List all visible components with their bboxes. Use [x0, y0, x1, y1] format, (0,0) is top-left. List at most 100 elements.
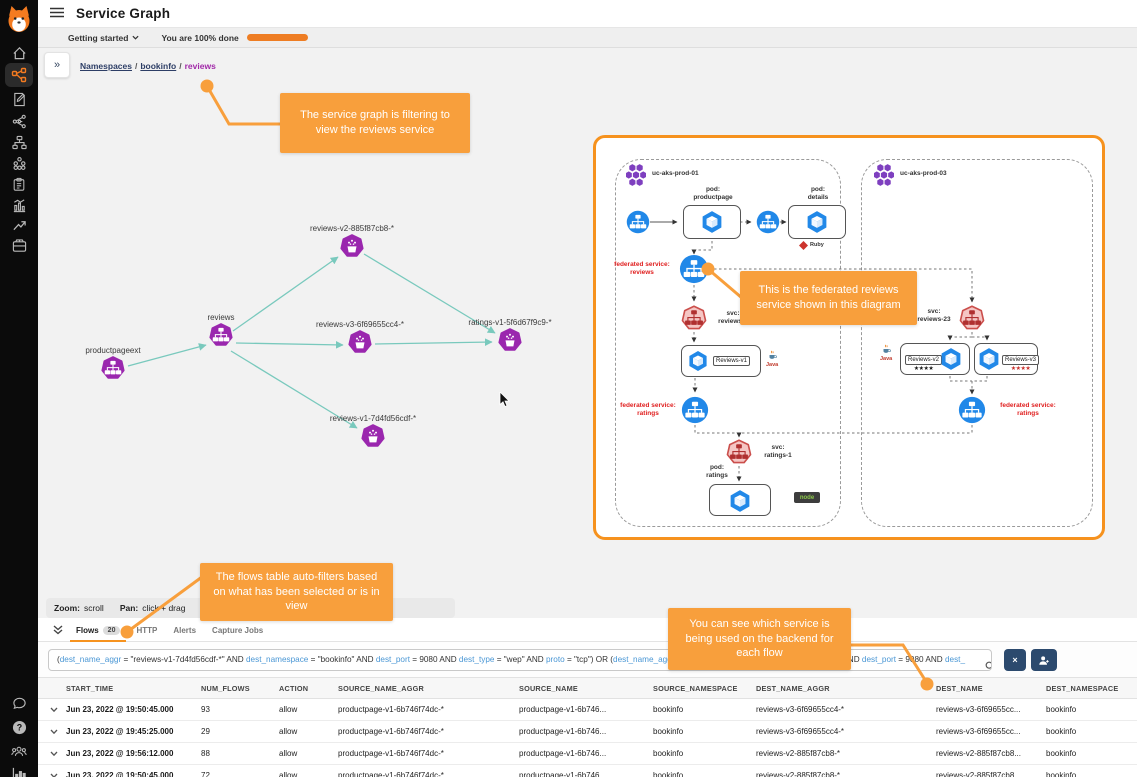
callout-federated-service: This is the federated reviews service sh… [740, 271, 917, 325]
cluster-box-prod-03 [861, 159, 1093, 527]
cell: productpage-v1-6b746... [519, 705, 607, 714]
column-header-source_namespace[interactable]: SOURCE_NAMESPACE [653, 683, 738, 693]
tab-flows[interactable]: Flows 20 [68, 618, 128, 642]
column-header-source_name_aggr[interactable]: SOURCE_NAME_AGGR [338, 683, 424, 693]
sidebar-item-home[interactable] [0, 42, 38, 64]
service-circle-icon [626, 210, 650, 234]
workload-heptagon-icon [361, 424, 385, 447]
cell: bookinfo [653, 771, 684, 777]
sidebar-item-trending[interactable] [0, 214, 38, 236]
usage-metrics-icon[interactable] [0, 763, 38, 777]
users-icon[interactable] [0, 740, 38, 762]
graph-node-reviews-v2[interactable]: reviews-v2-885f87cb8-* [287, 224, 417, 258]
graph-node-reviews[interactable]: reviews [156, 313, 286, 347]
graph-node-ratings-v1[interactable]: ratings-v1-5f6d67f9c9-* [445, 318, 575, 352]
federated-service-ratings-label: federated service: ratings [620, 402, 676, 418]
help-icon[interactable]: ? [0, 716, 38, 738]
tab-capture-jobs[interactable]: Capture Jobs [212, 625, 264, 635]
cell: reviews-v3-6f69655cc... [936, 705, 1021, 714]
tab-alerts[interactable]: Alerts [173, 625, 197, 635]
search-icon [985, 661, 991, 669]
service-circle-icon [756, 210, 780, 234]
flow-table-row[interactable]: Jun 23, 2022 @ 19:50:45.000 93 allow produc… [38, 699, 1137, 721]
workload-heptagon-icon [340, 234, 364, 257]
chat-icon[interactable] [0, 692, 38, 714]
java-logo: Java [766, 350, 778, 368]
calico-cat-logo [0, 4, 38, 34]
column-header-source_name[interactable]: SOURCE_NAME [519, 683, 578, 693]
flows-tab-bar: Flows 20 HTTP Alerts Capture Jobs [38, 618, 1137, 642]
mouse-cursor [499, 392, 510, 408]
row-expand-chevron-icon[interactable] [50, 729, 66, 735]
column-header-num_flows[interactable]: NUM_FLOWS [201, 683, 250, 693]
svc-reviews-1-label: svc: reviews-1 [718, 310, 748, 326]
breadcrumb-reviews: reviews [184, 61, 216, 71]
getting-started-menu[interactable]: Getting started [68, 33, 140, 43]
cell: bookinfo [1046, 727, 1077, 736]
breadcrumb-bookinfo[interactable]: bookinfo [140, 61, 177, 71]
user-action-button[interactable] [1031, 649, 1057, 671]
sidebar-item-activity[interactable] [0, 194, 38, 216]
cell: bookinfo [1046, 749, 1077, 758]
cell: allow [279, 705, 298, 714]
sidebar-item-service-graph[interactable] [0, 64, 38, 86]
svc-ratings-1-label: svc: ratings-1 [764, 444, 792, 460]
graph-node-productpageext[interactable]: productpageext [48, 346, 178, 380]
cell: 72 [201, 771, 210, 777]
column-header-dest_namespace[interactable]: DEST_NAMESPACE [1046, 683, 1119, 693]
red-stars: ★★★★ [1010, 366, 1031, 372]
sidebar-item-endpoints[interactable] [0, 110, 38, 132]
sidebar-item-policies[interactable] [0, 88, 38, 110]
svc-reviews-23-icon [959, 305, 985, 330]
tab-http[interactable]: HTTP [136, 625, 158, 635]
flow-table-row[interactable]: Jun 23, 2022 @ 19:56:12.000 88 allow produc… [38, 743, 1137, 765]
cell: productpage-v1-6b746f74dc-* [338, 705, 444, 714]
container-hexagon-icon [979, 348, 999, 370]
collapse-panel-icon[interactable] [52, 623, 64, 641]
kubernetes-cluster-icon [874, 164, 894, 186]
container-hexagon-icon [730, 490, 750, 512]
column-header-action[interactable]: ACTION [279, 683, 309, 693]
svg-text:?: ? [16, 722, 21, 732]
cell: reviews-v2-885f87cb8... [936, 749, 1021, 758]
hamburger-menu-icon[interactable] [50, 5, 64, 23]
cell: allow [279, 749, 298, 758]
cell: 88 [201, 749, 210, 758]
svc-reviews-1-icon [681, 305, 707, 330]
federated-ratings-service-icon [958, 396, 986, 424]
sidebar-active-highlight [5, 63, 33, 87]
cell: productpage-v1-6b746... [519, 727, 607, 736]
column-header-dest_name[interactable]: DEST_NAME [936, 683, 983, 693]
clear-filter-button[interactable]: × [1004, 649, 1026, 671]
row-expand-chevron-icon[interactable] [50, 707, 66, 713]
service-heptagon-icon [101, 356, 125, 379]
pod-details-label: pod: details [807, 186, 829, 202]
onboarding-bar: Getting started You are 100% done [38, 28, 1137, 48]
progress-bar [246, 34, 308, 41]
sidebar-item-managed-clusters[interactable] [0, 152, 38, 174]
row-expand-chevron-icon[interactable] [50, 773, 66, 777]
cell: Jun 23, 2022 @ 19:56:12.000 [66, 749, 174, 758]
column-header-dest_name_aggr[interactable]: DEST_NAME_AGGR [756, 683, 830, 693]
breadcrumb: Namespaces / bookinfo / reviews [80, 61, 216, 71]
graph-node-reviews-v1[interactable]: reviews-v1-7d4fd56cdf-* [308, 414, 438, 448]
row-expand-chevron-icon[interactable] [50, 751, 66, 757]
flow-table-row[interactable]: Jun 23, 2022 @ 19:50:45.000 72 allow produc… [38, 765, 1137, 777]
sidebar-item-archive[interactable] [0, 234, 38, 256]
expand-panel-button[interactable]: » [44, 52, 70, 78]
sidebar-item-compliance[interactable] [0, 173, 38, 195]
graph-node-reviews-v3[interactable]: reviews-v3-6f69655cc4-* [295, 320, 425, 354]
black-stars: ★★★★ [913, 366, 934, 372]
breadcrumb-namespaces[interactable]: Namespaces [80, 61, 132, 71]
column-header-start_time[interactable]: START_TIME [66, 683, 114, 693]
cell: Jun 23, 2022 @ 19:50:45.000 [66, 705, 174, 714]
java-logo: Java [880, 344, 892, 362]
sidebar-item-network-sets[interactable] [0, 131, 38, 153]
flow-table-row[interactable]: Jun 23, 2022 @ 19:45:25.000 29 allow produc… [38, 721, 1137, 743]
page-title: Service Graph [76, 6, 171, 21]
cluster-name: uc-aks-prod-01 [652, 170, 699, 177]
cell: bookinfo [653, 727, 684, 736]
cell: productpage-v1-6b746f74dc-* [338, 749, 444, 758]
top-bar: Service Graph [38, 0, 1137, 28]
